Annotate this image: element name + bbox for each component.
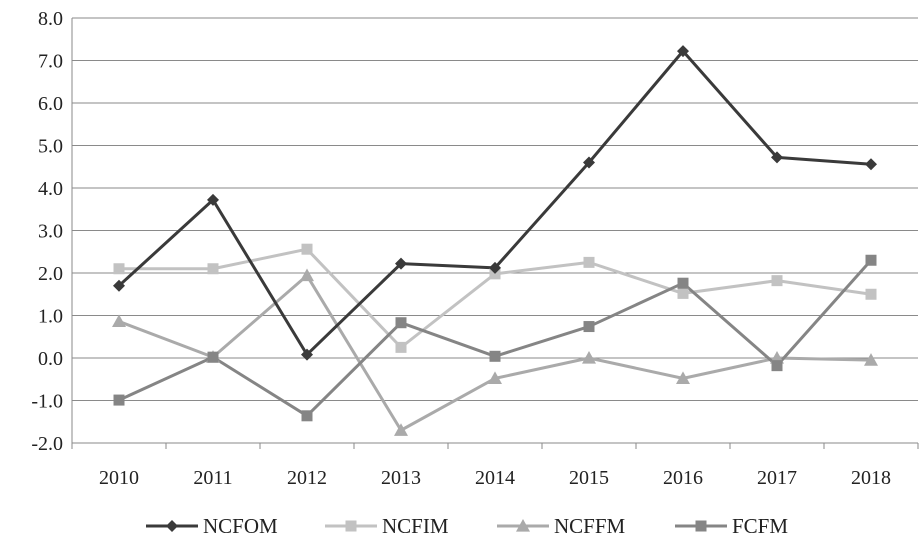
- y-tick-label: 1.0: [38, 306, 63, 328]
- x-tick-label: 2011: [193, 467, 232, 489]
- data-point-ncfom: [489, 261, 501, 274]
- data-point-fcfm: [207, 351, 219, 363]
- data-point-ncffm: [112, 314, 126, 328]
- data-point-ncfom: [677, 45, 689, 58]
- data-point-fcfm: [771, 360, 783, 372]
- data-point-fcfm: [301, 410, 313, 422]
- x-tick-label: 2012: [287, 467, 327, 489]
- x-tick-label: 2015: [569, 467, 609, 489]
- data-point-ncfim: [677, 287, 689, 299]
- legend-marker-ncfom: [166, 520, 178, 532]
- data-point-ncffm: [676, 371, 690, 384]
- x-tick-label: 2016: [663, 467, 703, 489]
- y-tick-label: 5.0: [38, 136, 63, 158]
- data-point-ncffm: [488, 371, 502, 384]
- data-point-ncffm: [864, 353, 878, 366]
- y-tick-label: 6.0: [38, 93, 63, 115]
- data-point-ncfom: [583, 156, 595, 169]
- legend-label-ncffm: NCFFM: [554, 514, 626, 538]
- data-point-fcfm: [395, 317, 407, 329]
- data-point-ncfom: [771, 151, 783, 164]
- data-point-ncfim: [865, 288, 877, 300]
- x-tick-label: 2013: [381, 467, 421, 489]
- data-point-ncfim: [583, 256, 595, 268]
- y-tick-label: 7.0: [38, 51, 63, 73]
- y-tick-label: 0.0: [38, 348, 63, 370]
- x-tick-label: 2010: [99, 467, 139, 489]
- data-point-ncfom: [865, 158, 877, 171]
- legend-marker-ncffm: [516, 519, 530, 532]
- data-point-fcfm: [865, 254, 877, 266]
- data-point-ncfim: [771, 275, 783, 287]
- legend-label-ncfim: NCFIM: [382, 514, 449, 538]
- x-tick-label: 2017: [757, 467, 797, 489]
- data-point-ncfim: [301, 243, 313, 255]
- data-point-fcfm: [677, 277, 689, 289]
- data-point-ncfim: [207, 263, 219, 275]
- x-tick-label: 2018: [851, 467, 891, 489]
- data-point-fcfm: [489, 350, 501, 362]
- y-tick-label: -1.0: [31, 391, 63, 413]
- data-point-ncfim: [113, 263, 125, 275]
- y-tick-label: 3.0: [38, 221, 63, 243]
- y-tick-label: 8.0: [38, 8, 63, 30]
- legend: NCFOM NCFIM NCFFM FCFM: [146, 514, 788, 538]
- legend-label-ncfom: NCFOM: [203, 514, 278, 538]
- data-point-ncfom: [207, 193, 219, 206]
- data-point-fcfm: [583, 321, 595, 333]
- data-point-ncfom: [395, 257, 407, 270]
- data-point-ncfom: [113, 279, 125, 292]
- legend-marker-ncfim: [345, 520, 357, 532]
- series-line-ncfom: [117, 49, 872, 357]
- axis-layer: -2.0 -1.0 0.0 1.0 2.0 3.0 4.0 5.0 6.0 7.0 8.0 2010 2…: [31, 8, 919, 489]
- legend-marker-fcfm: [695, 520, 707, 532]
- data-point-ncfom: [301, 348, 313, 361]
- y-tick-label: -2.0: [31, 433, 63, 455]
- data-point-ncffm: [300, 268, 314, 282]
- data-point-ncffm: [394, 423, 408, 436]
- data-point-fcfm: [113, 394, 125, 406]
- data-point-ncfim: [395, 341, 407, 353]
- series-layer: [112, 45, 878, 436]
- x-tick-label: 2014: [475, 467, 515, 489]
- legend-label-fcfm: FCFM: [732, 514, 788, 538]
- y-tick-label: 4.0: [38, 178, 63, 200]
- y-tick-label: 2.0: [38, 263, 63, 285]
- data-point-ncffm: [582, 351, 596, 364]
